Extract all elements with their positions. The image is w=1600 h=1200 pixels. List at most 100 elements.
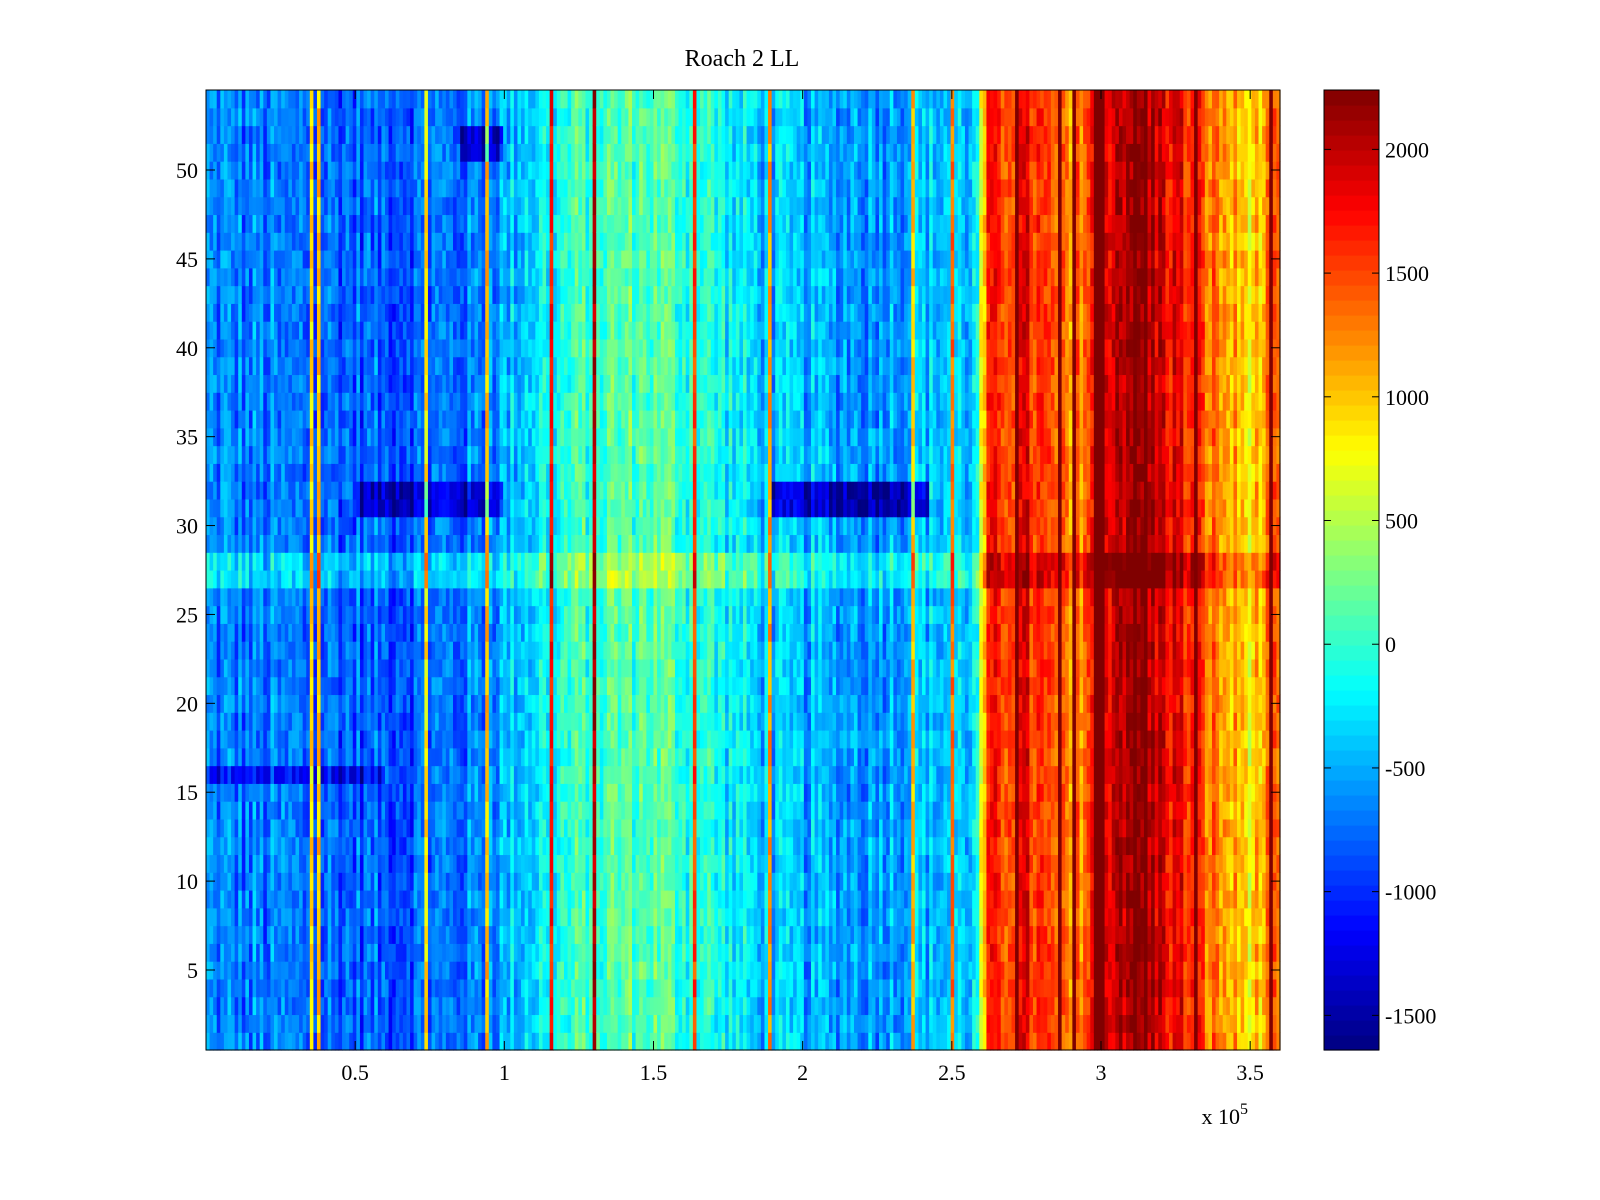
heatmap-cell xyxy=(223,445,229,464)
heatmap-cell xyxy=(309,836,314,856)
heatmap-cell xyxy=(453,765,458,784)
heatmap-cell xyxy=(216,427,221,447)
heatmap-cell xyxy=(431,1032,436,1051)
heatmap-cell xyxy=(449,907,454,927)
heatmap-cell xyxy=(385,605,390,624)
heatmap-cell xyxy=(367,925,372,944)
heatmap-cell xyxy=(460,1014,465,1033)
heatmap-cell xyxy=(216,765,221,784)
heatmap-cell xyxy=(349,694,354,713)
heatmap-cell xyxy=(424,872,429,891)
heatmap-cell xyxy=(521,1032,526,1051)
heatmap-cell xyxy=(320,410,325,429)
heatmap-cell xyxy=(460,410,465,429)
heatmap-cell xyxy=(352,90,357,109)
heatmap-cell xyxy=(349,356,354,376)
heatmap-cell xyxy=(385,463,390,482)
heatmap-cell xyxy=(427,321,433,340)
heatmap-cell xyxy=(248,178,254,198)
heatmap-cell xyxy=(223,552,229,571)
heatmap-cell xyxy=(245,232,250,251)
heatmap-cell xyxy=(291,516,297,536)
heatmap-cell xyxy=(259,961,264,980)
heatmap-cell xyxy=(374,907,379,927)
heatmap-cell xyxy=(499,427,504,447)
heatmap-cell xyxy=(252,552,257,571)
heatmap-cell xyxy=(274,658,279,678)
heatmap-cell xyxy=(248,285,254,304)
heatmap-cell xyxy=(213,978,218,998)
heatmap-cell xyxy=(359,427,365,447)
heatmap-cell xyxy=(413,125,418,144)
heatmap-cell xyxy=(331,463,336,482)
heatmap-cell xyxy=(495,1014,501,1033)
heatmap-cell xyxy=(331,392,336,411)
heatmap-cell xyxy=(521,658,526,678)
heatmap-cell xyxy=(492,818,497,838)
heatmap-cell xyxy=(481,961,486,980)
heatmap-cell xyxy=(345,427,350,447)
heatmap-cell xyxy=(352,818,357,838)
heatmap-cell xyxy=(281,694,286,713)
heatmap-cell xyxy=(256,765,261,784)
heatmap-cell xyxy=(256,676,261,696)
heatmap-cell xyxy=(492,321,497,340)
heatmap-cell xyxy=(370,410,375,429)
heatmap-cell xyxy=(492,570,497,589)
heatmap-cell xyxy=(442,481,447,500)
heatmap-cell xyxy=(417,552,422,571)
heatmap-cell xyxy=(238,196,243,216)
heatmap-cell xyxy=(302,658,307,678)
heatmap-cell xyxy=(367,214,372,233)
heatmap-cell xyxy=(492,907,497,927)
heatmap-cell xyxy=(377,996,383,1016)
heatmap-cell xyxy=(248,978,254,998)
heatmap-cell xyxy=(248,570,254,589)
heatmap-cell xyxy=(327,143,332,162)
heatmap-cell xyxy=(420,534,425,553)
heatmap-cell xyxy=(445,587,451,607)
heatmap-cell xyxy=(277,996,282,1016)
heatmap-cell xyxy=(295,232,300,251)
heatmap-cell xyxy=(270,978,275,998)
heatmap-cell xyxy=(453,534,458,553)
heatmap-cell xyxy=(213,445,218,464)
heatmap-cell xyxy=(367,303,372,322)
heatmap-cell xyxy=(445,374,451,393)
heatmap-cell xyxy=(499,1014,504,1033)
heatmap-cell xyxy=(385,730,390,749)
heatmap-cell xyxy=(356,570,361,589)
heatmap-cell xyxy=(345,338,350,358)
heatmap-cell xyxy=(370,196,375,216)
heatmap-cell xyxy=(206,1014,211,1033)
heatmap-cell xyxy=(374,250,379,269)
heatmap-cell xyxy=(316,534,322,553)
heatmap-cell xyxy=(238,925,243,944)
heatmap-cell xyxy=(474,481,479,500)
heatmap-cell xyxy=(270,267,275,287)
heatmap-cell xyxy=(302,161,307,180)
heatmap-cell xyxy=(463,178,468,198)
heatmap-cell xyxy=(234,961,239,980)
heatmap-cell xyxy=(238,534,243,553)
heatmap-cell xyxy=(431,90,436,109)
heatmap-cell xyxy=(435,676,440,696)
heatmap-cell xyxy=(295,836,300,856)
heatmap-cell xyxy=(259,907,264,927)
heatmap-cell xyxy=(220,730,225,749)
heatmap-cell xyxy=(402,498,408,518)
heatmap-cell xyxy=(238,516,243,536)
heatmap-cell xyxy=(402,783,408,802)
heatmap-cell xyxy=(392,356,397,376)
heatmap-cell xyxy=(431,125,436,144)
heatmap-cell xyxy=(316,676,322,696)
heatmap-cell xyxy=(431,712,436,731)
heatmap-cell xyxy=(456,943,461,962)
heatmap-cell xyxy=(270,178,275,198)
heatmap-cell xyxy=(467,890,472,909)
heatmap-cell xyxy=(309,658,314,678)
heatmap-cell xyxy=(442,214,447,233)
heatmap-cell xyxy=(528,801,533,820)
heatmap-cell xyxy=(331,250,336,269)
heatmap-cell xyxy=(288,427,293,447)
